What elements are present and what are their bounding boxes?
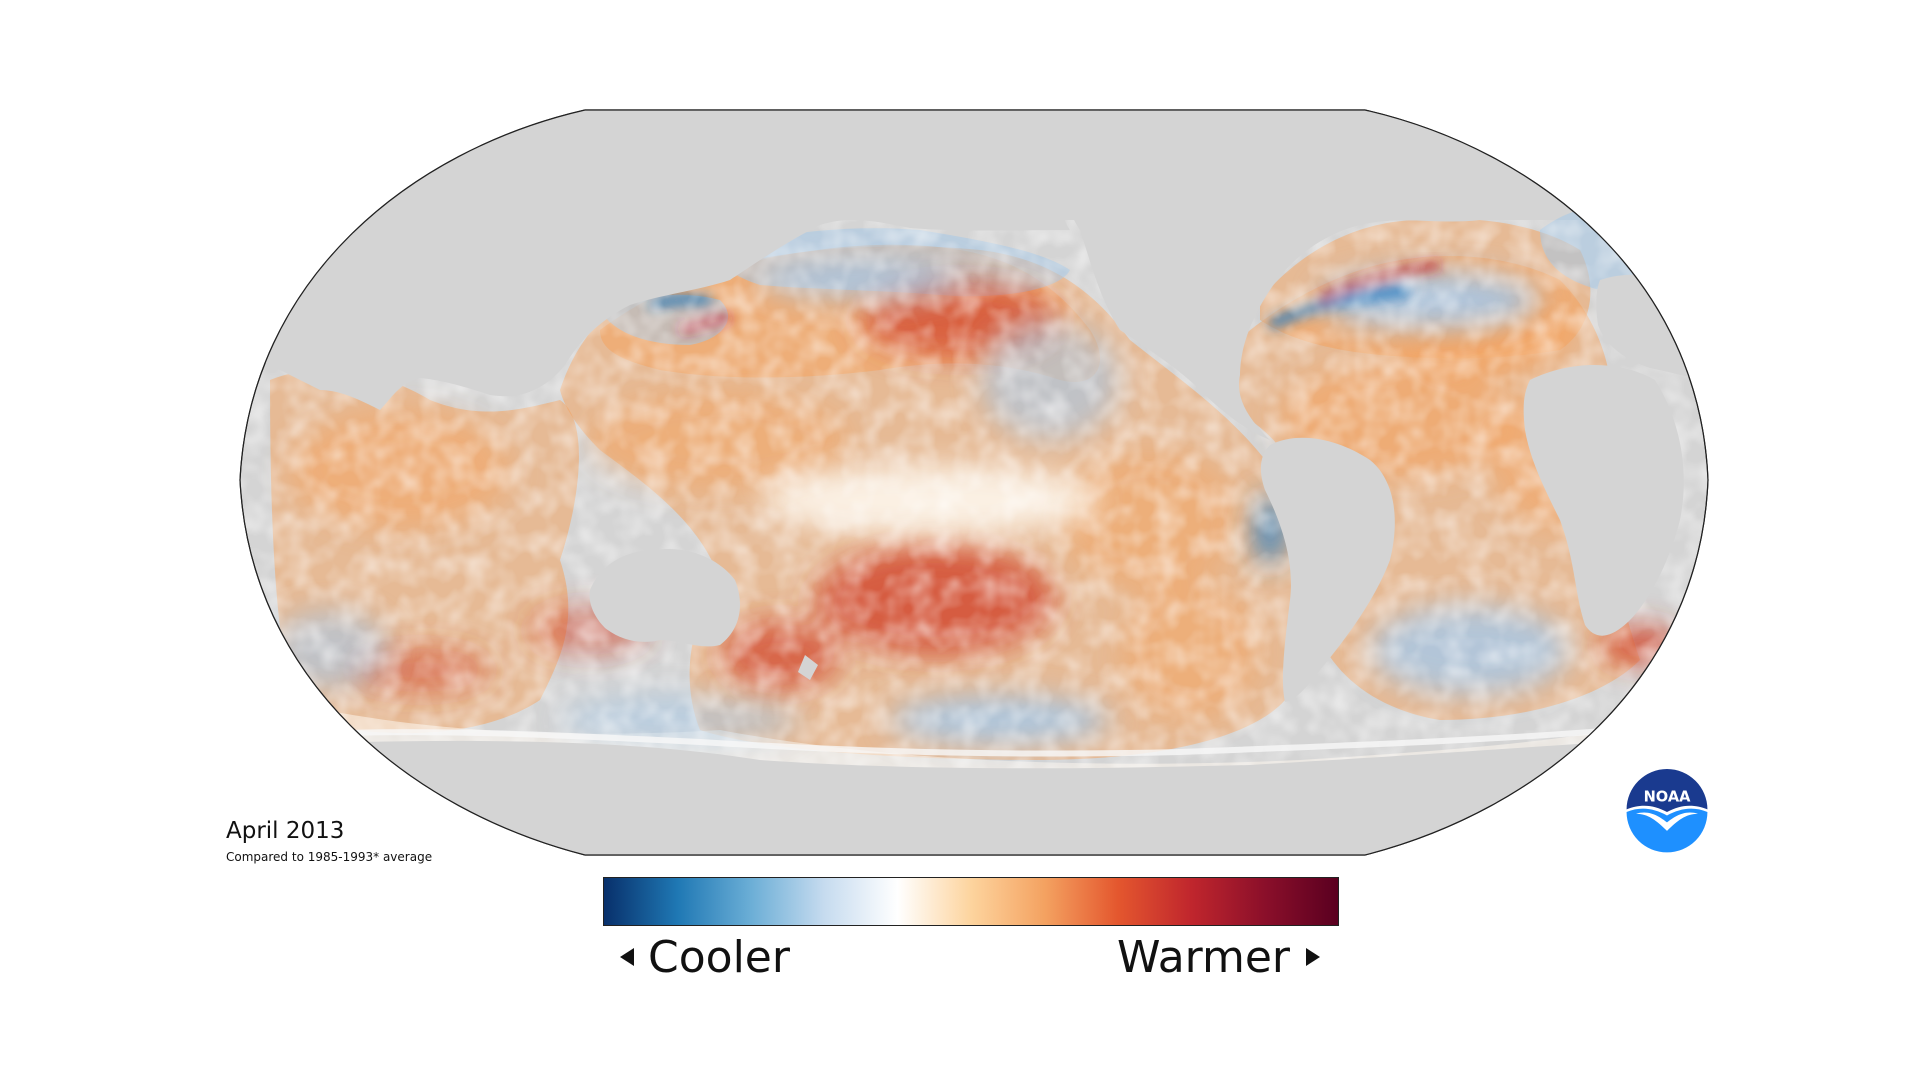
eurasia <box>240 110 1100 410</box>
cooler-label-group: Cooler <box>620 930 790 986</box>
warmer-label: Warmer <box>1117 932 1290 983</box>
noaa-bird-icon <box>1636 812 1698 831</box>
right-arrow-icon <box>1306 948 1320 966</box>
map-baseline-note: Compared to 1985-1993* average <box>226 850 433 864</box>
south-america <box>1260 437 1395 702</box>
noaa-logo-top <box>1626 769 1708 812</box>
australia <box>589 549 740 647</box>
north-america <box>1066 110 1560 440</box>
left-arrow-icon <box>620 948 634 966</box>
globe-border <box>239 109 1709 856</box>
ice-edge <box>299 725 1641 757</box>
new-zealand <box>798 655 818 680</box>
ocean-layer <box>240 110 1708 855</box>
noaa-logo-text: NOAA <box>1644 789 1692 806</box>
antarctica <box>240 735 1708 855</box>
cooler-label: Cooler <box>648 932 790 983</box>
africa <box>1523 365 1684 636</box>
land-masses <box>240 110 1708 855</box>
map-date: April 2013 <box>226 818 345 844</box>
noaa-logo: NOAA <box>1624 769 1710 855</box>
warmer-label-group: Warmer <box>1117 930 1320 986</box>
color-scale-bar <box>603 877 1339 926</box>
